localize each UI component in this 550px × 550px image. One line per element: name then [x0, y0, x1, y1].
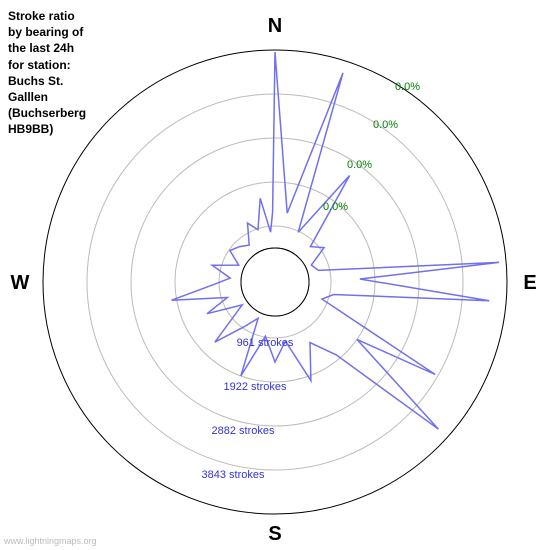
cardinal-e: E: [523, 272, 536, 294]
ring-label-strokes: 961 strokes: [237, 337, 294, 349]
footer-attribution: www.lightningmaps.org: [4, 536, 97, 546]
ring-label-strokes: 3843 strokes: [202, 469, 265, 481]
ring-label-percent: 0.0%: [347, 159, 372, 171]
ring-label-percent: 0.0%: [373, 119, 398, 131]
cardinal-w: W: [11, 272, 30, 294]
ring-label-percent: 0.0%: [395, 81, 420, 93]
ring-label-percent: 0.0%: [323, 201, 348, 213]
cardinal-n: N: [268, 15, 282, 37]
ring-label-strokes: 2882 strokes: [212, 425, 275, 437]
polar-chart: N E S W 0.0% 0.0% 0.0% 0.0% 961 strokes 1922 st…: [0, 0, 550, 550]
cardinal-s: S: [268, 523, 281, 545]
ring-label-strokes: 1922 strokes: [224, 381, 287, 393]
